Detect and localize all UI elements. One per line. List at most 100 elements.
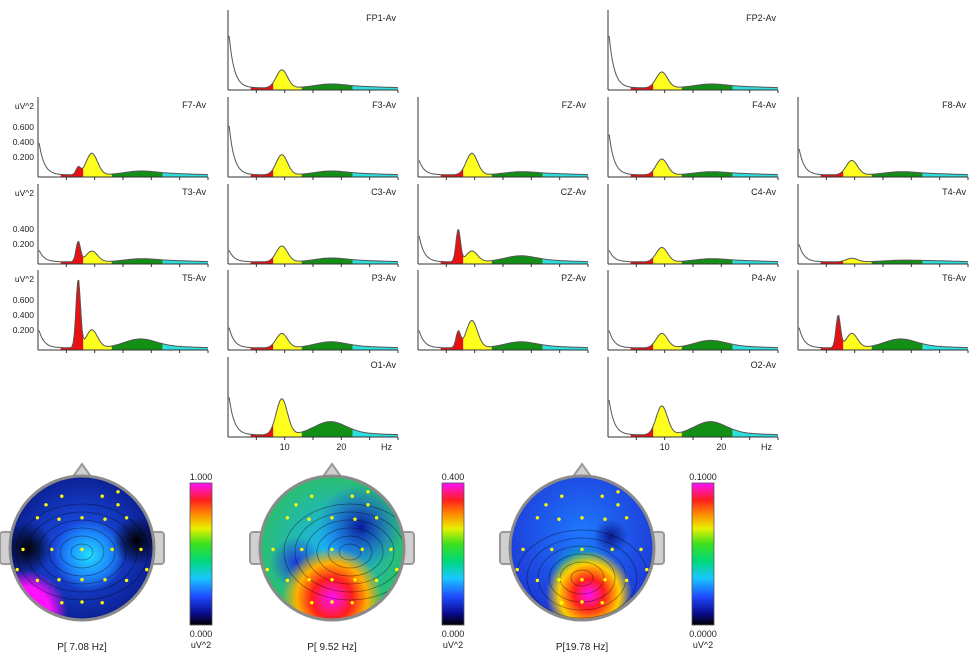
gamma-band-area <box>542 344 588 350</box>
channel-label: PZ-Av <box>561 273 586 283</box>
spectrum-trace <box>38 240 208 263</box>
electrode-dot <box>310 601 314 605</box>
alpha-band-area <box>653 159 682 177</box>
channel-label: F3-Av <box>372 100 396 110</box>
alpha-band-area <box>83 329 112 350</box>
beta-band-area <box>491 255 543 264</box>
scale-unit-label: uV^2 <box>191 640 211 650</box>
spectrum-trace <box>228 35 398 89</box>
channel-label: C4-Av <box>751 187 776 197</box>
electrode-dot <box>60 601 64 605</box>
electrode-dot <box>515 567 519 572</box>
channel-label: P4-Av <box>752 273 777 283</box>
electrode-dot <box>103 578 107 582</box>
electrode-dot <box>265 567 269 572</box>
spectrum-trace <box>798 148 968 176</box>
spectrum-trace <box>608 134 778 176</box>
electrode-dot <box>521 547 525 552</box>
electrode-dot <box>21 547 25 552</box>
alpha-band-area <box>843 160 872 177</box>
gamma-band-area <box>352 429 398 437</box>
color-scale-bar <box>189 482 213 626</box>
electrode-dot <box>366 503 370 507</box>
electrode-dot <box>285 516 290 520</box>
electrode-dot <box>35 578 40 583</box>
isocontour <box>70 543 94 561</box>
spectrum-trace <box>228 397 398 436</box>
electrode-dot <box>285 578 290 583</box>
channel-label: P3-Av <box>372 273 397 283</box>
electrode-dot <box>645 567 649 572</box>
theta-band-area <box>820 315 844 350</box>
electrode-dot <box>610 547 614 552</box>
channel-label: F7-Av <box>182 100 206 110</box>
theta-band-area <box>250 343 274 350</box>
head-outline <box>508 474 656 622</box>
spectrum-trace <box>418 319 588 349</box>
spectrum-trace <box>418 229 588 263</box>
spectrum-t3: T3-Av uV^2 0.400 0.200 <box>13 184 209 267</box>
spectrum-pz: PZ-Av <box>417 270 589 353</box>
map-frequency-caption: P[ 9.52 Hz] <box>307 642 357 653</box>
electrode-dot <box>330 600 334 604</box>
y-tick-label: 0.200 <box>13 239 35 249</box>
beta-band-area <box>111 338 163 350</box>
beta-band-area <box>871 338 923 350</box>
isocontour <box>48 527 116 577</box>
theta-band-area <box>820 260 844 264</box>
isocontour <box>15 503 149 601</box>
y-tick-label: uV^2 <box>15 274 34 284</box>
beta-band-area <box>301 421 353 437</box>
spectrum-trace <box>608 330 778 349</box>
alpha-band-area <box>273 246 302 264</box>
electrode-dot <box>110 547 114 552</box>
spectrum-trace <box>418 152 588 176</box>
theta-band-area <box>440 168 464 177</box>
head-outline <box>258 474 406 622</box>
electrode-dot <box>57 578 61 582</box>
electrode-dot <box>145 567 149 572</box>
channel-label: F8-Av <box>942 100 966 110</box>
electrode-dot <box>350 601 354 605</box>
scale-unit-label: uV^2 <box>443 640 463 650</box>
y-tick-label: 0.200 <box>13 325 35 335</box>
channel-label: O1-Av <box>371 360 397 370</box>
x-tick-label: 20 <box>336 442 346 452</box>
scale-min-label: 0.000 <box>190 629 213 639</box>
electrode-dot <box>560 601 564 605</box>
spectrum-trace <box>228 327 398 349</box>
theta-band-area <box>630 257 654 264</box>
color-scale-bar <box>441 482 465 626</box>
alpha-band-area <box>653 405 682 437</box>
electrode-dot <box>560 494 564 498</box>
spectrum-p3: P3-Av <box>227 270 399 353</box>
electrode-dot <box>374 516 379 520</box>
theta-band-area <box>60 241 84 264</box>
spectrum-f4: F4-Av <box>607 97 779 180</box>
spectrum-f8: F8-Av <box>797 97 969 180</box>
electrode-dot <box>57 517 61 521</box>
isocontour <box>26 511 138 593</box>
electrode-dot <box>616 490 620 494</box>
spectrum-t5: T5-Av uV^2 0.600 0.400 0.200 <box>13 270 209 353</box>
spectra-panel: FP1-Av FP2-Av F7-Av uV^2 0.600 0.400 0.200 F3-A… <box>13 10 969 452</box>
electrode-dot <box>616 503 620 507</box>
electrode-dot <box>624 578 629 583</box>
theta-band-area <box>60 280 84 350</box>
electrode-dot <box>580 547 584 552</box>
channel-label: T4-Av <box>942 187 966 197</box>
y-tick-label: uV^2 <box>15 101 34 111</box>
scale-max-label: 0.400 <box>442 472 465 482</box>
electrode-dot <box>124 578 129 583</box>
electrode-dot <box>360 547 364 552</box>
scale-min-label: 0.000 <box>442 629 465 639</box>
electrode-dot <box>580 600 584 604</box>
color-scale-bar <box>691 482 715 626</box>
electrode-dot <box>557 517 561 521</box>
x-unit-label: Hz <box>381 442 392 452</box>
alpha-band-area <box>843 333 872 350</box>
electrode-dot <box>80 600 84 604</box>
